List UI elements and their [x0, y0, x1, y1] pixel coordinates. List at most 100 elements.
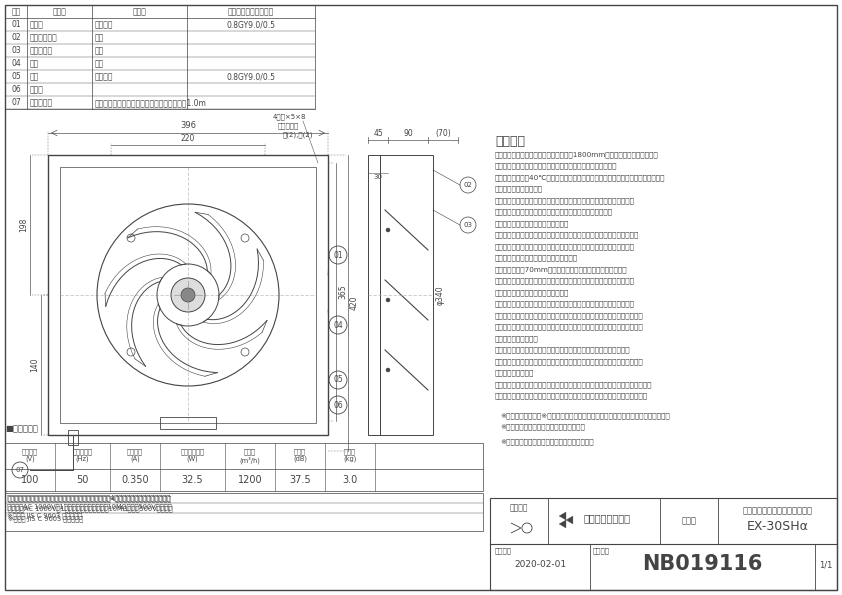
Text: 形　名: 形 名: [681, 516, 696, 525]
Text: 合成樹脂: 合成樹脂: [95, 72, 114, 81]
Text: 0.8GY9.0/0.5: 0.8GY9.0/0.5: [226, 72, 275, 81]
Text: 三豱電機株式会社: 三豱電機株式会社: [584, 513, 631, 523]
Text: 03: 03: [463, 222, 472, 228]
Text: 07: 07: [15, 467, 24, 473]
Text: 198: 198: [19, 218, 28, 232]
Text: ・温泉地　・電磁地域　・薬品工場: ・温泉地 ・電磁地域 ・薬品工場: [495, 289, 569, 296]
Text: 定格回転数: 定格回転数: [72, 448, 93, 455]
Text: ・キッチンフード内には設置しないでください。故障の原因になります。: ・キッチンフード内には設置しないでください。故障の原因になります。: [495, 231, 639, 238]
Text: 01: 01: [11, 20, 21, 29]
Text: ・本体の取付けは十分強度のあるところを選んで確実に行なってください。: ・本体の取付けは十分強度のあるところを選んで確実に行なってください。: [495, 312, 644, 318]
Text: 04: 04: [11, 59, 21, 68]
Circle shape: [386, 228, 390, 232]
Polygon shape: [559, 520, 566, 528]
Circle shape: [181, 288, 195, 302]
Text: ・下記の場所には取付けないでください。製品の寿命が短くなります。: ・下記の場所には取付けないでください。製品の寿命が短くなります。: [495, 277, 635, 284]
Bar: [48, 155, 328, 435]
Text: うちわボルト: うちわボルト: [30, 33, 58, 42]
Text: 耐電圧｜AC 1000V　1分間　　　｜絶縁抵抗｜10MΩ以上（500Vメガー）: 耐電圧｜AC 1000V 1分間 ｜絶縁抵抗｜10MΩ以上（500Vメガー）: [8, 505, 173, 512]
Text: 色調（マンセル・近）: 色調（マンセル・近）: [228, 7, 274, 16]
Text: 第三角法: 第三角法: [509, 503, 528, 512]
Text: 07: 07: [11, 98, 21, 107]
Text: NB019116: NB019116: [642, 554, 763, 574]
Text: 05: 05: [333, 375, 343, 384]
Text: ・カーテン・ひもなどが絡むおそれのない場所に取付けてください。: ・カーテン・ひもなどが絡むおそれのない場所に取付けてください。: [495, 346, 631, 353]
Text: 140: 140: [30, 358, 39, 372]
Text: パネル: パネル: [30, 20, 44, 29]
Text: (W): (W): [187, 456, 199, 462]
Text: 鉰板: 鉰板: [95, 59, 104, 68]
Bar: [5, 443, 483, 491]
Text: (m³/h): (m³/h): [240, 456, 260, 464]
Text: 材　質: 材 質: [132, 7, 147, 16]
Text: 定格電圧: 定格電圧: [22, 448, 38, 455]
Text: ・天井・壁から70mm以上離れたところに取付けてください。: ・天井・壁から70mm以上離れたところに取付けてください。: [495, 266, 627, 273]
Text: 420: 420: [350, 296, 359, 310]
Text: 2020-02-01: 2020-02-01: [514, 560, 566, 569]
Text: 羽根: 羽根: [30, 72, 40, 81]
Text: 45: 45: [373, 129, 383, 138]
Text: ・高温（室内温度40℃以上）になる場所や直射日光の当たるおそれのある場所には: ・高温（室内温度40℃以上）になる場所や直射日光の当たるおそれのある場所には: [495, 174, 665, 181]
Text: 90: 90: [403, 129, 413, 138]
Text: ・外風の強い場所・高気密住宅等への設置には下記のような症状が発生する: ・外風の強い場所・高気密住宅等への設置には下記のような症状が発生する: [495, 358, 644, 365]
Bar: [368, 155, 380, 435]
Text: (A): (A): [131, 456, 140, 462]
Polygon shape: [559, 512, 566, 520]
Text: ※壁取付専用　　　　使用してください。: ※壁取付専用 使用してください。: [500, 423, 585, 430]
Bar: [490, 498, 837, 590]
Bar: [68, 430, 78, 445]
Text: 01: 01: [333, 250, 343, 259]
Circle shape: [171, 278, 205, 312]
Text: 30: 30: [374, 174, 382, 180]
Text: 取付けてください。: 取付けてください。: [495, 335, 539, 342]
Text: 04: 04: [333, 321, 343, 330]
Text: 定格電流: 定格電流: [127, 448, 143, 455]
Bar: [160, 417, 216, 429]
Text: 注意事項: 注意事項: [495, 135, 525, 148]
Text: 丸鉰: 丸鉰: [95, 33, 104, 42]
Text: 管理書号: 管理書号: [593, 547, 610, 553]
Text: 風　量: 風 量: [244, 448, 256, 455]
Text: 取付けないでください。: 取付けないでください。: [495, 186, 543, 192]
Text: 質　量: 質 量: [344, 448, 356, 455]
Text: 鉰板: 鉰板: [95, 46, 104, 55]
Text: 4ヵ所×5×8: 4ヵ所×5×8: [273, 113, 306, 120]
Text: ・この製品は高所装付用です。床面より1800mm以上のメンテナンス可能な: ・この製品は高所装付用です。床面より1800mm以上のメンテナンス可能な: [495, 151, 658, 158]
Text: (70): (70): [435, 129, 450, 138]
Text: EX-30SHα: EX-30SHα: [747, 520, 808, 533]
Text: ※仕様は場合により変更することがあります。: ※仕様は場合により変更することがあります。: [500, 438, 594, 444]
Bar: [5, 493, 483, 531]
Text: ・羽根が止まったり逆転する。　・停止時に本体の鳢道から外風が侵入する。: ・羽根が止まったり逆転する。 ・停止時に本体の鳢道から外風が侵入する。: [495, 381, 653, 387]
Text: 0.8GY9.0/0.5: 0.8GY9.0/0.5: [226, 20, 275, 29]
Text: 100: 100: [21, 475, 40, 485]
Text: 定格消費電力: 定格消費電力: [180, 448, 205, 455]
Text: 365: 365: [338, 284, 347, 299]
Text: 品　名: 品 名: [52, 7, 67, 16]
Text: 耕熱性２芯平型ビニールコード　有効長　絉1.0m: 耕熱性２芯平型ビニールコード 有効長 絉1.0m: [95, 98, 207, 107]
Text: 耐電圧｜AC 1000V　1分間　　　｜絶縁抵抗｜10MΩ以上（500Vメガー）: 耐電圧｜AC 1000V 1分間 ｜絶縁抵抗｜10MΩ以上（500Vメガー）: [7, 503, 172, 509]
Circle shape: [386, 368, 390, 372]
Text: スタンダードタイプ（風圧式）: スタンダードタイプ（風圧式）: [743, 506, 813, 515]
Text: 02: 02: [11, 33, 21, 42]
Text: 場合があります。: 場合があります。: [495, 369, 535, 376]
Text: 03: 03: [11, 46, 21, 55]
Text: 電動機形式｜全閉型コンデンサー永久分割形清潄電動機　4極　｜シャッター形式｜風圧式: 電動機形式｜全閉型コンデンサー永久分割形清潄電動機 4極 ｜シャッター形式｜風圧…: [7, 494, 171, 500]
Text: (dB): (dB): [293, 456, 307, 462]
Text: 品番: 品番: [12, 7, 20, 16]
Text: 電動機: 電動機: [30, 85, 44, 94]
Circle shape: [386, 298, 390, 302]
Text: ※特性は JIS C 9603 に基づく。: ※特性は JIS C 9603 に基づく。: [7, 512, 83, 519]
Text: ・幋内・養豚場のようなほこりや有毒ガスの多い場所　・業務用压面: ・幋内・養豚場のようなほこりや有毒ガスの多い場所 ・業務用压面: [495, 300, 635, 307]
Text: ・浴室など湿気の多い場所や結露する場所には取付けないでください。: ・浴室など湿気の多い場所や結露する場所には取付けないでください。: [495, 197, 635, 203]
Text: 取付用長孔: 取付用長孔: [278, 122, 299, 129]
Text: ■部　品　表: ■部 品 表: [5, 424, 38, 433]
Text: 50: 50: [77, 475, 88, 485]
Text: ・雨水の直接かかる場所では雨水が直接侵入することがありますので、: ・雨水の直接かかる場所では雨水が直接侵入することがありますので、: [495, 243, 635, 250]
Text: 位置に取付けてください。天井面には取付けないでください。: 位置に取付けてください。天井面には取付けないでください。: [495, 162, 617, 169]
Text: ※店舗・居略用　　※内部コンセントを設ける場合は、別売のコンセント取付金具を: ※店舗・居略用 ※内部コンセントを設ける場合は、別売のコンセント取付金具を: [500, 412, 669, 419]
Text: 合成樹脂: 合成樹脂: [95, 20, 114, 29]
Text: 02: 02: [464, 182, 472, 188]
Text: 06: 06: [333, 400, 343, 409]
Text: 上(2),下(2): 上(2),下(2): [283, 131, 313, 137]
Text: ・台所など油で汚れやすい場所には取付けないでください。: ・台所など油で汚れやすい場所には取付けないでください。: [495, 208, 613, 215]
